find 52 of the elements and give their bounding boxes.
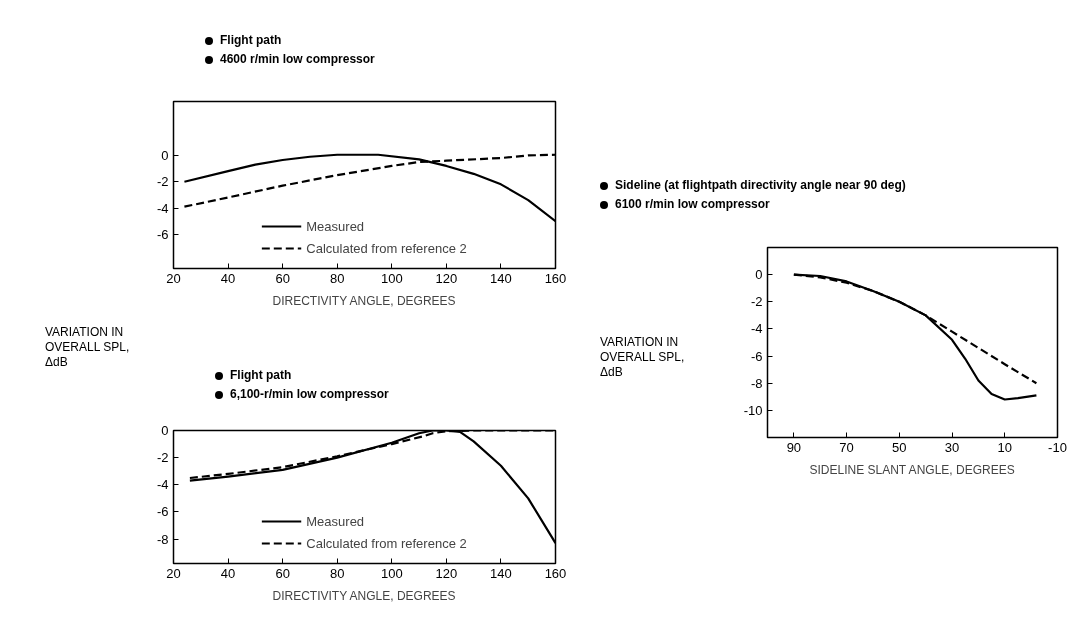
x-tick-label: 40 bbox=[220, 565, 236, 581]
y-axis-title: VARIATION IN OVERALL SPL, ΔdB bbox=[600, 335, 685, 380]
text: 6,100-r/min low compressor bbox=[229, 386, 389, 404]
x-tick-label: 120 bbox=[435, 270, 458, 286]
y-tick-label: -4 bbox=[156, 200, 169, 216]
x-tick-label: 30 bbox=[944, 439, 960, 455]
x-tick-label: 100 bbox=[380, 270, 403, 286]
x-tick-label: 100 bbox=[380, 565, 403, 581]
y-tick-label: -6 bbox=[750, 348, 763, 364]
y-tick-label: -2 bbox=[750, 294, 763, 310]
text: 4600 r/min low compressor bbox=[219, 51, 375, 69]
x-tick-label: 40 bbox=[220, 270, 236, 286]
y-tick-label: -4 bbox=[156, 477, 169, 493]
x-tick-label: 60 bbox=[275, 270, 290, 286]
legend-label: Calculated from reference 2 bbox=[306, 535, 467, 551]
x-tick-label: 60 bbox=[275, 565, 290, 581]
x-axis-title: DIRECTIVITY ANGLE, DEGREES bbox=[272, 293, 456, 308]
y-tick-label: 0 bbox=[161, 423, 169, 438]
x-tick-label: 20 bbox=[166, 270, 181, 286]
x-tick-label: 160 bbox=[544, 565, 567, 581]
text: Sideline (at flightpath directivity angle near 90 deg) bbox=[614, 177, 906, 194]
y-tick-label: -6 bbox=[156, 226, 169, 242]
y-tick-label: -8 bbox=[750, 375, 763, 391]
text: Flight path bbox=[229, 367, 293, 384]
x-tick-label: 80 bbox=[329, 270, 345, 286]
y-axis-title: VARIATION IN OVERALL SPL, ΔdB bbox=[45, 325, 130, 370]
y-tick-label: -10 bbox=[743, 402, 763, 418]
x-axis-title: SIDELINE SLANT ANGLE, DEGREES bbox=[809, 462, 1015, 477]
x-axis-title: DIRECTIVITY ANGLE, DEGREES bbox=[272, 588, 456, 603]
y-tick-label: 0 bbox=[755, 267, 763, 283]
y-tick-label: 0 bbox=[161, 147, 169, 163]
legend-label: Measured bbox=[306, 513, 365, 529]
y-tick-label: -6 bbox=[156, 504, 169, 520]
x-tick-label: 20 bbox=[166, 565, 181, 581]
y-tick-label: -4 bbox=[750, 321, 763, 337]
text: Flight path bbox=[219, 32, 283, 49]
x-tick-label: 140 bbox=[490, 565, 512, 581]
y-tick-label: -2 bbox=[156, 174, 169, 190]
y-tick-label: -2 bbox=[156, 450, 169, 466]
legend-label: Measured bbox=[306, 218, 365, 234]
x-tick-label: 140 bbox=[490, 270, 512, 286]
x-tick-label: 50 bbox=[892, 439, 907, 455]
x-tick-label: 160 bbox=[544, 270, 567, 286]
x-tick-label: 80 bbox=[329, 565, 345, 581]
text: 6100 r/min low compressor bbox=[614, 196, 771, 214]
x-tick-label: 10 bbox=[997, 439, 1013, 455]
x-tick-label: -10 bbox=[1048, 439, 1067, 455]
x-tick-label: 70 bbox=[839, 439, 854, 455]
x-tick-label: 90 bbox=[786, 439, 802, 455]
y-tick-label: -8 bbox=[156, 531, 169, 547]
legend-label: Calculated from reference 2 bbox=[306, 240, 467, 256]
x-tick-label: 120 bbox=[435, 565, 458, 581]
